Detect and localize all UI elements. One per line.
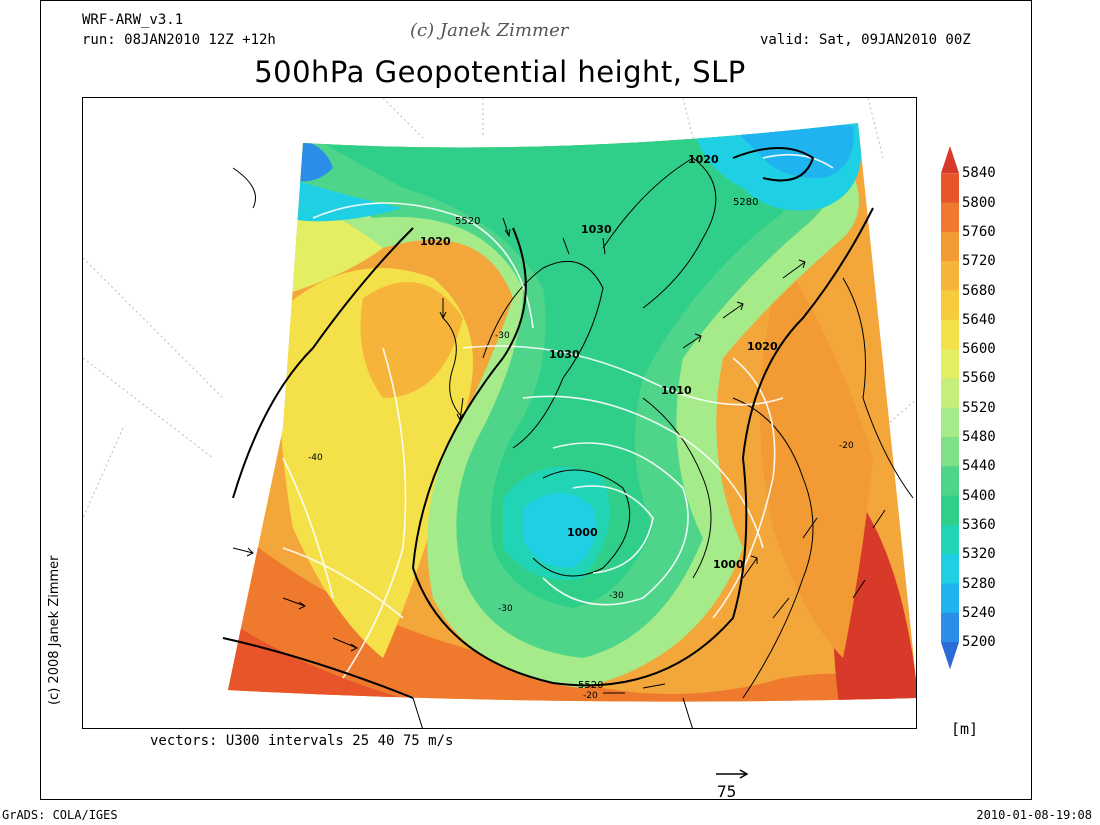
slp-label: 1020 bbox=[420, 235, 451, 248]
reference-vector-label: 75 bbox=[717, 782, 737, 801]
map-title: 500hPa Geopotential height, SLP bbox=[254, 55, 746, 89]
colorbar-tick-label: 5520 bbox=[962, 399, 996, 416]
colorbar-segment bbox=[941, 583, 959, 614]
colorbar-tick-label: 5360 bbox=[962, 516, 996, 533]
colorbar-tick-label: 5240 bbox=[962, 604, 996, 621]
colorbar-segment bbox=[941, 407, 959, 438]
plot-frame bbox=[40, 0, 1032, 800]
colorbar-tick-label: 5400 bbox=[962, 487, 996, 504]
colorbar-min-arrow bbox=[941, 642, 959, 670]
colorbar-segment bbox=[941, 202, 959, 233]
reference-vector-arrow bbox=[716, 769, 749, 779]
colorbar-segment bbox=[941, 524, 959, 555]
colorbar-tick-label: 5320 bbox=[962, 546, 996, 563]
graticule bbox=[83, 98, 916, 519]
render-timestamp: 2010-01-08-19:08 bbox=[976, 808, 1092, 822]
colorbar-segment bbox=[941, 349, 959, 379]
colorbar-unit: [m] bbox=[951, 720, 979, 738]
colorbar-segment bbox=[941, 378, 959, 409]
copyright-label: (c) Janek Zimmer bbox=[410, 20, 569, 41]
side-copyright: (c) 2008 Janek Zimmer bbox=[47, 555, 62, 705]
slp-label: 1000 bbox=[713, 558, 744, 571]
height-label: 5520 bbox=[455, 216, 480, 227]
wind-vectors bbox=[232, 217, 886, 694]
model-label: WRF-ARW_v3.1 bbox=[82, 12, 184, 28]
colorbar-tick-label: 5440 bbox=[962, 458, 996, 475]
colorbar-segment bbox=[941, 231, 959, 262]
colorbar-tick-label: 5680 bbox=[962, 282, 996, 299]
map-labels: 1020 1030 1020 1030 1020 1010 1000 1000 bbox=[420, 153, 778, 571]
colorbar-segment bbox=[941, 466, 959, 497]
temp-label: -20 bbox=[839, 441, 854, 451]
colorbar-segment bbox=[941, 319, 959, 350]
height-label: 5520 bbox=[578, 680, 603, 691]
colorbar-tick-label: 5200 bbox=[962, 634, 996, 651]
temp-label: -30 bbox=[498, 604, 513, 614]
colorbar bbox=[941, 146, 959, 670]
colorbar-segment bbox=[941, 290, 959, 321]
temp-label: -20 bbox=[583, 691, 598, 701]
colorbar-tick-label: 5280 bbox=[962, 575, 996, 592]
grads-credit: GrADS: COLA/IGES bbox=[2, 808, 118, 822]
height-label: 5280 bbox=[733, 197, 758, 208]
colorbar-segment bbox=[941, 495, 959, 526]
colorbar-tick-label: 5480 bbox=[962, 429, 996, 445]
colorbar-tick-label: 5760 bbox=[962, 223, 996, 240]
weather-map: 1020 1030 1020 1030 1020 1010 1000 1000 … bbox=[82, 97, 917, 729]
slp-label: 1020 bbox=[747, 340, 778, 353]
coastlines bbox=[232, 157, 914, 728]
colorbar-tick-label: 5560 bbox=[962, 370, 996, 387]
height-contours bbox=[222, 147, 874, 699]
temp-label: -30 bbox=[609, 591, 624, 601]
colorbar-tick-label: 5720 bbox=[962, 253, 996, 270]
colorbar-segment bbox=[941, 612, 959, 643]
temp-label: -40 bbox=[308, 453, 323, 463]
colorbar-tick-label: 5640 bbox=[962, 311, 996, 328]
colorbar-tick-label: 5800 bbox=[962, 194, 996, 211]
vectors-note: vectors: U300 intervals 25 40 75 m/s bbox=[150, 733, 454, 749]
geopotential-field bbox=[228, 123, 916, 702]
colorbar-segment bbox=[941, 437, 959, 467]
colorbar-segment bbox=[941, 554, 959, 584]
slp-label: 1000 bbox=[567, 526, 598, 539]
colorbar-tick-label: 5840 bbox=[962, 165, 996, 182]
slp-label: 1030 bbox=[581, 223, 612, 236]
slp-label: 1020 bbox=[688, 153, 719, 166]
valid-time-label: valid: Sat, 09JAN2010 00Z bbox=[760, 32, 971, 48]
colorbar-max-arrow bbox=[941, 146, 959, 174]
run-label: run: 08JAN2010 12Z +12h bbox=[82, 32, 276, 48]
colorbar-segment bbox=[941, 261, 959, 291]
colorbar-segment bbox=[941, 173, 959, 204]
temp-label: -30 bbox=[495, 331, 510, 341]
slp-label: 1030 bbox=[549, 348, 580, 361]
map-svg: 1020 1030 1020 1030 1020 1010 1000 1000 … bbox=[83, 98, 916, 728]
colorbar-tick-label: 5600 bbox=[962, 341, 996, 358]
slp-label: 1010 bbox=[661, 384, 692, 397]
temp-labels: -30 -40 -20 -30 -30 -20 bbox=[308, 331, 854, 701]
height-labels: 5520 5280 5520 bbox=[455, 197, 758, 691]
